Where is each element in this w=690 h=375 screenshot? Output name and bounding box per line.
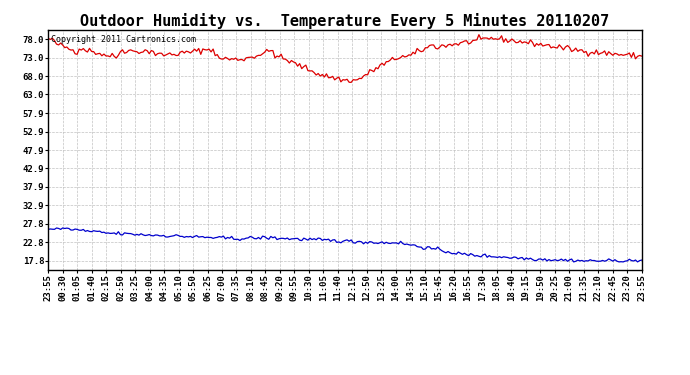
Text: Copyright 2011 Cartronics.com: Copyright 2011 Cartronics.com [51, 35, 196, 44]
Title: Outdoor Humidity vs.  Temperature Every 5 Minutes 20110207: Outdoor Humidity vs. Temperature Every 5… [80, 13, 610, 29]
